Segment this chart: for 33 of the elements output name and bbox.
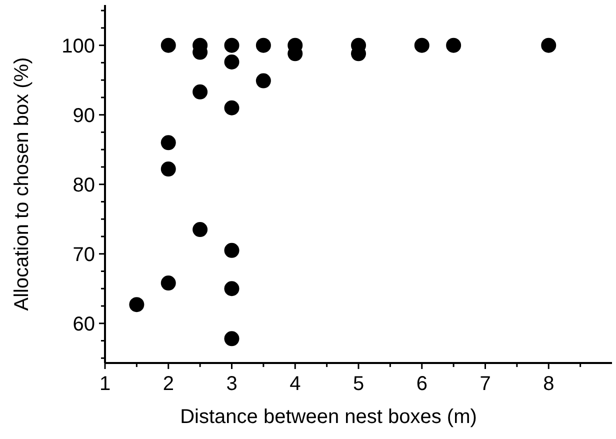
point (224, 331, 240, 346)
point (541, 38, 556, 53)
point (160, 38, 176, 53)
point (224, 242, 240, 258)
x-tick-label: 5 (352, 373, 364, 395)
x-tick-label: 2 (162, 373, 174, 395)
point (160, 135, 176, 150)
x-tick-label: 4 (290, 373, 301, 395)
point (160, 162, 176, 177)
y-tick-label: 90 (72, 104, 95, 127)
point (224, 38, 240, 53)
point (192, 222, 208, 238)
point (224, 54, 240, 70)
x-tick-label: 3 (226, 373, 238, 395)
point (446, 38, 462, 53)
point (256, 38, 271, 53)
point (224, 100, 240, 116)
x-tick-label: 1 (99, 373, 111, 395)
point (129, 297, 144, 312)
x-tick-label: 6 (416, 373, 428, 395)
y-tick-label: 80 (72, 174, 95, 196)
point (160, 276, 176, 291)
y-tick-label: 70 (72, 244, 95, 266)
point (256, 73, 271, 88)
x-tick-label: 8 (543, 373, 554, 395)
x-tick-label: 7 (480, 373, 491, 395)
x-axis-title: Distance between nest boxes (m) (180, 406, 477, 428)
y-tick-label: 60 (72, 313, 95, 336)
point (224, 281, 240, 296)
point (192, 84, 208, 100)
y-tick-label: 100 (62, 35, 95, 58)
point (414, 38, 430, 53)
y-axis-title: Allocation to chosen box (%) (11, 57, 33, 311)
